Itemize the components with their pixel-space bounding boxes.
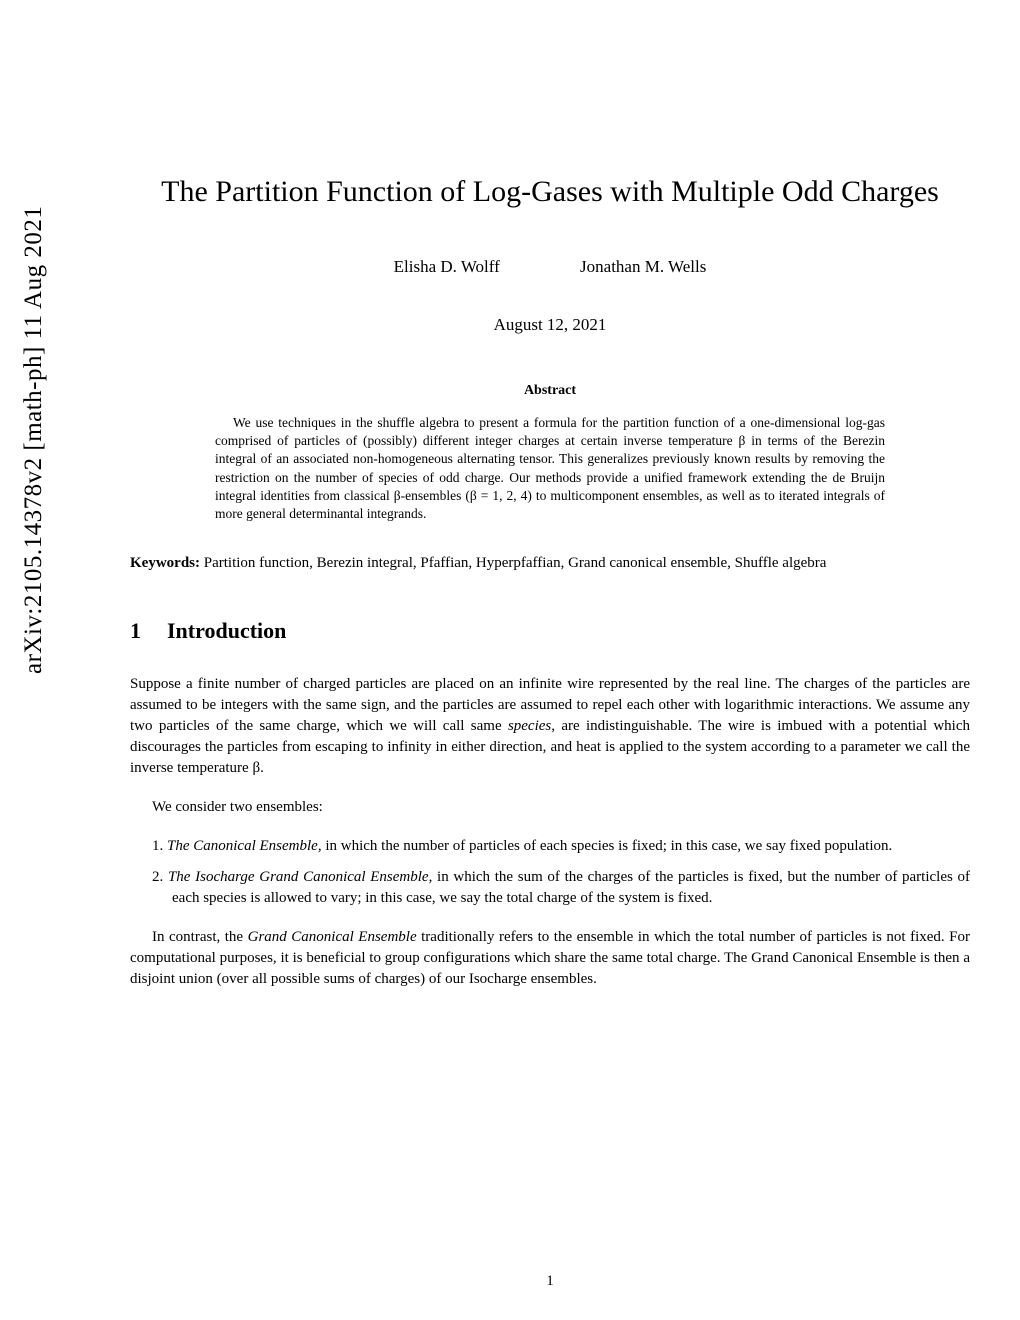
author-2: Jonathan M. Wells: [580, 257, 706, 276]
paper-date: August 12, 2021: [130, 315, 970, 335]
ensemble-item-1: 1. The Canonical Ensemble, in which the …: [152, 836, 970, 857]
arxiv-id-stamp: arXiv:2105.14378v2 [math-ph] 11 Aug 2021: [20, 206, 48, 674]
section-number: 1: [130, 618, 141, 643]
author-1: Elisha D. Wolff: [394, 257, 500, 276]
ensemble-item-2: 2. The Isocharge Grand Canonical Ensembl…: [152, 867, 970, 909]
ensemble-list: 1. The Canonical Ensemble, in which the …: [152, 836, 970, 909]
section-title: Introduction: [167, 618, 286, 643]
intro-p3-em: Grand Canonical Ensemble: [248, 929, 417, 945]
intro-p2: We consider two ensembles:: [130, 797, 970, 818]
keywords-block: Keywords: Partition function, Berezin in…: [130, 553, 970, 574]
intro-p3: In contrast, the Grand Canonical Ensembl…: [130, 927, 970, 990]
ensemble-1-name: The Canonical Ensemble: [167, 838, 318, 854]
paper-title: The Partition Function of Log-Gases with…: [130, 175, 970, 209]
keywords-label: Keywords:: [130, 555, 200, 571]
intro-p1: Suppose a finite number of charged parti…: [130, 674, 970, 779]
ensemble-2-name: The Isocharge Grand Canonical Ensemble: [168, 869, 429, 885]
keywords-list: Partition function, Berezin integral, Pf…: [200, 555, 826, 571]
authors-line: Elisha D. Wolff Jonathan M. Wells: [130, 257, 970, 277]
page-content: The Partition Function of Log-Gases with…: [130, 0, 970, 1320]
abstract-body: We use techniques in the shuffle algebra…: [215, 414, 885, 523]
intro-p1-species: species: [508, 718, 551, 734]
page-number: 1: [130, 1273, 970, 1290]
abstract-heading: Abstract: [130, 383, 970, 399]
section-heading: 1 Introduction: [130, 618, 970, 644]
intro-p3a: In contrast, the: [152, 929, 248, 945]
ensemble-1-desc: , in which the number of particles of ea…: [318, 838, 892, 854]
